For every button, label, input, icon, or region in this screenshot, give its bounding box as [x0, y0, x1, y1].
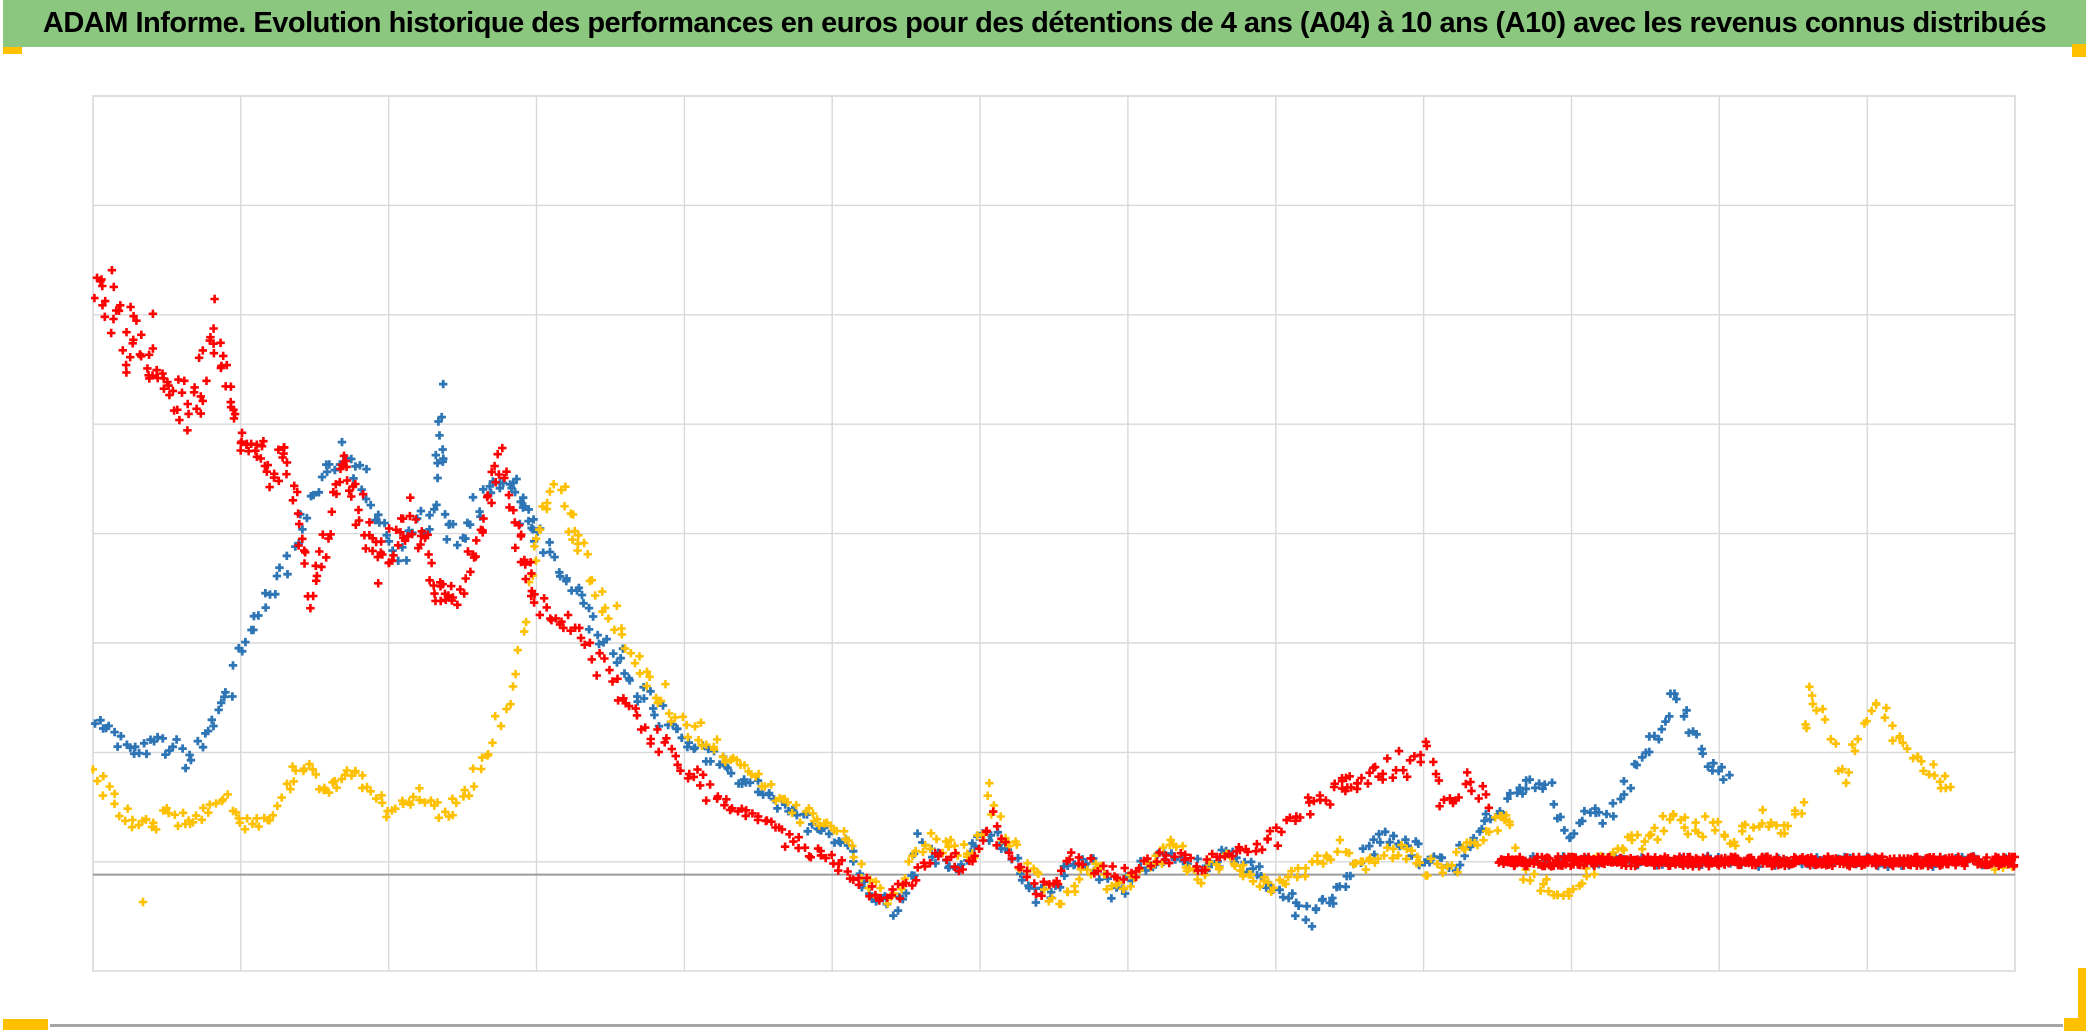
- accent-top-left-tab: [3, 47, 22, 54]
- chart-area: [0, 47, 2086, 1031]
- scatter-chart: [91, 95, 2019, 972]
- accent-bottom-left-tab: [3, 1019, 48, 1030]
- red-series-markers: [91, 266, 2019, 905]
- accent-top-right-tab: [2072, 44, 2086, 57]
- chart-title-bar: ADAM Informe. Evolution historique des p…: [3, 0, 2086, 47]
- gold-series-markers: [91, 480, 2017, 909]
- accent-corner-l-vert: [2078, 968, 2086, 1031]
- accent-corner-l-horiz: [2064, 1018, 2086, 1031]
- bottom-divider: [50, 1024, 2063, 1027]
- chart-title: ADAM Informe. Evolution historique des p…: [42, 7, 2047, 39]
